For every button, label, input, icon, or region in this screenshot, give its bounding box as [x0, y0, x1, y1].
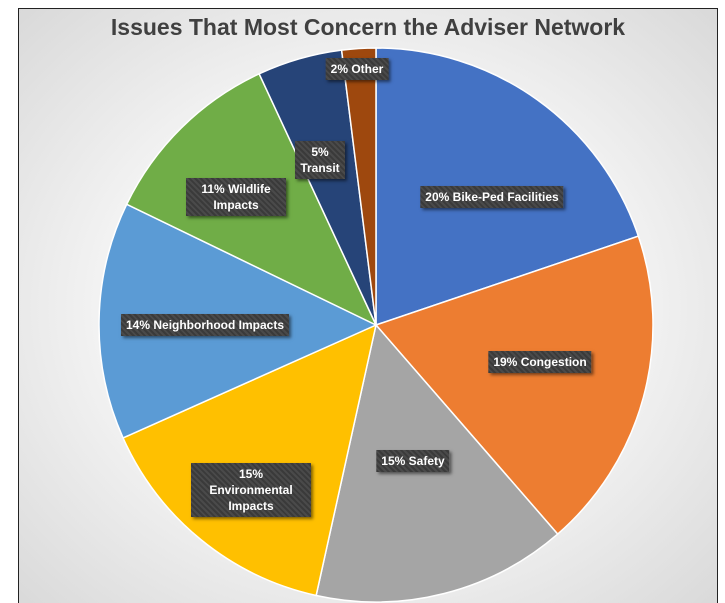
data-label: 5% Transit: [295, 141, 345, 179]
category-label: Neighborhood Impacts: [153, 318, 285, 332]
chart-title: Issues That Most Concern the Adviser Net…: [110, 14, 626, 40]
pie-slice: [122, 323, 378, 597]
category-label: Environmental Impacts: [209, 483, 293, 513]
category-label: Safety: [408, 454, 445, 468]
category-label: Wildlife Impacts: [213, 182, 271, 212]
value-label: 19%: [493, 355, 518, 369]
pie-slice: [374, 235, 654, 536]
value-label: 15%: [238, 467, 264, 481]
value-label: 15%: [381, 454, 406, 468]
data-label: 15% Safety: [376, 450, 450, 472]
value-label: 5%: [311, 145, 329, 159]
pie-slice: [340, 47, 377, 326]
value-label: 20%: [425, 190, 450, 204]
value-label: 11%: [201, 182, 225, 196]
category-label: Transit: [300, 161, 340, 175]
data-label: 15% Environmental Impacts: [191, 463, 311, 517]
category-label: Bike-Ped Facilities: [452, 190, 559, 204]
data-label: 11% Wildlife Impacts: [186, 178, 286, 216]
value-label: 14%: [125, 318, 151, 332]
category-label: Other: [351, 62, 384, 76]
value-label: 2%: [330, 62, 348, 76]
data-label: 2% Other: [325, 58, 389, 80]
data-label: 20% Bike-Ped Facilities: [420, 186, 564, 208]
category-label: Congestion: [520, 355, 587, 369]
data-label: 19% Congestion: [488, 351, 592, 373]
data-label: 14% Neighborhood Impacts: [120, 314, 290, 336]
